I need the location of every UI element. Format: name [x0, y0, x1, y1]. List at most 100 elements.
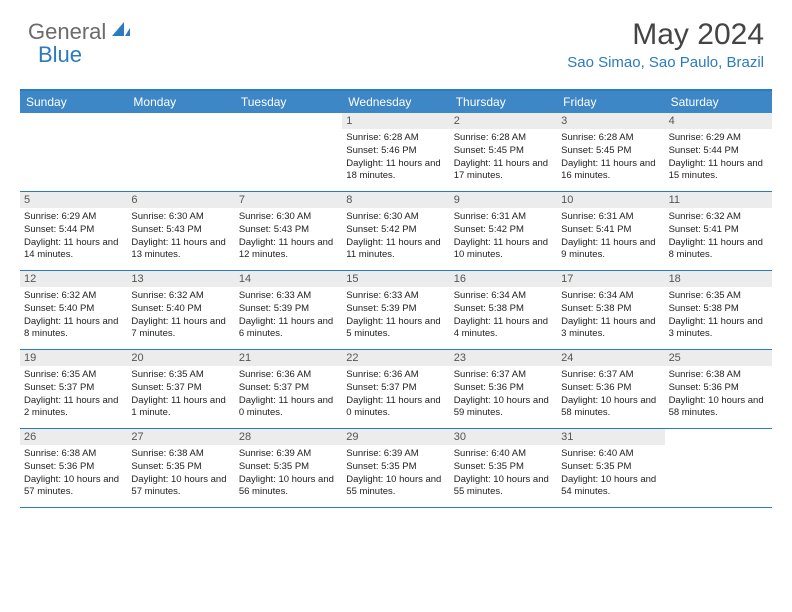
day-cell: 22Sunrise: 6:36 AMSunset: 5:37 PMDayligh… [342, 350, 449, 428]
sunrise-text: Sunrise: 6:38 AM [131, 448, 230, 461]
day-details: Sunrise: 6:28 AMSunset: 5:45 PMDaylight:… [450, 129, 557, 187]
daylight-text: Daylight: 11 hours and 3 minutes. [669, 316, 768, 342]
day-cell: 24Sunrise: 6:37 AMSunset: 5:36 PMDayligh… [557, 350, 664, 428]
sunrise-text: Sunrise: 6:35 AM [24, 369, 123, 382]
day-cell: 12Sunrise: 6:32 AMSunset: 5:40 PMDayligh… [20, 271, 127, 349]
daylight-text: Daylight: 11 hours and 14 minutes. [24, 237, 123, 263]
day-number [20, 113, 127, 129]
title-block: May 2024 Sao Simao, Sao Paulo, Brazil [567, 18, 764, 71]
daylight-text: Daylight: 11 hours and 0 minutes. [346, 395, 445, 421]
daylight-text: Daylight: 11 hours and 9 minutes. [561, 237, 660, 263]
sunrise-text: Sunrise: 6:35 AM [131, 369, 230, 382]
day-details: Sunrise: 6:28 AMSunset: 5:45 PMDaylight:… [557, 129, 664, 187]
daylight-text: Daylight: 11 hours and 12 minutes. [239, 237, 338, 263]
sunset-text: Sunset: 5:45 PM [561, 145, 660, 158]
daylight-text: Daylight: 11 hours and 2 minutes. [24, 395, 123, 421]
sunset-text: Sunset: 5:36 PM [561, 382, 660, 395]
daylight-text: Daylight: 11 hours and 17 minutes. [454, 158, 553, 184]
day-details: Sunrise: 6:31 AMSunset: 5:42 PMDaylight:… [450, 208, 557, 266]
daylight-text: Daylight: 10 hours and 57 minutes. [131, 474, 230, 500]
week-row: 5Sunrise: 6:29 AMSunset: 5:44 PMDaylight… [20, 192, 772, 271]
sunrise-text: Sunrise: 6:40 AM [454, 448, 553, 461]
day-cell: 10Sunrise: 6:31 AMSunset: 5:41 PMDayligh… [557, 192, 664, 270]
day-details: Sunrise: 6:34 AMSunset: 5:38 PMDaylight:… [557, 287, 664, 345]
logo-text-blue-wrap: Blue [38, 42, 82, 68]
sunrise-text: Sunrise: 6:40 AM [561, 448, 660, 461]
daylight-text: Daylight: 10 hours and 56 minutes. [239, 474, 338, 500]
day-details: Sunrise: 6:29 AMSunset: 5:44 PMDaylight:… [20, 208, 127, 266]
daylight-text: Daylight: 10 hours and 54 minutes. [561, 474, 660, 500]
sunset-text: Sunset: 5:37 PM [346, 382, 445, 395]
day-cell: 21Sunrise: 6:36 AMSunset: 5:37 PMDayligh… [235, 350, 342, 428]
sunrise-text: Sunrise: 6:34 AM [561, 290, 660, 303]
dayhead-tue: Tuesday [235, 91, 342, 113]
sunrise-text: Sunrise: 6:36 AM [239, 369, 338, 382]
week-row: 19Sunrise: 6:35 AMSunset: 5:37 PMDayligh… [20, 350, 772, 429]
daylight-text: Daylight: 11 hours and 16 minutes. [561, 158, 660, 184]
day-cell: 30Sunrise: 6:40 AMSunset: 5:35 PMDayligh… [450, 429, 557, 507]
sunset-text: Sunset: 5:38 PM [454, 303, 553, 316]
daylight-text: Daylight: 11 hours and 1 minute. [131, 395, 230, 421]
day-cell: 14Sunrise: 6:33 AMSunset: 5:39 PMDayligh… [235, 271, 342, 349]
sunrise-text: Sunrise: 6:37 AM [454, 369, 553, 382]
day-cell: 17Sunrise: 6:34 AMSunset: 5:38 PMDayligh… [557, 271, 664, 349]
sunset-text: Sunset: 5:35 PM [454, 461, 553, 474]
day-number: 28 [235, 429, 342, 445]
sunrise-text: Sunrise: 6:39 AM [346, 448, 445, 461]
calendar: Sunday Monday Tuesday Wednesday Thursday… [20, 89, 772, 508]
sunset-text: Sunset: 5:39 PM [346, 303, 445, 316]
day-details: Sunrise: 6:36 AMSunset: 5:37 PMDaylight:… [235, 366, 342, 424]
logo-text-general: General [28, 19, 106, 45]
sunrise-text: Sunrise: 6:31 AM [454, 211, 553, 224]
sunset-text: Sunset: 5:39 PM [239, 303, 338, 316]
dayhead-wed: Wednesday [342, 91, 449, 113]
sunrise-text: Sunrise: 6:33 AM [239, 290, 338, 303]
day-cell: 27Sunrise: 6:38 AMSunset: 5:35 PMDayligh… [127, 429, 234, 507]
day-number: 11 [665, 192, 772, 208]
day-cell: 19Sunrise: 6:35 AMSunset: 5:37 PMDayligh… [20, 350, 127, 428]
day-details: Sunrise: 6:32 AMSunset: 5:41 PMDaylight:… [665, 208, 772, 266]
day-number: 15 [342, 271, 449, 287]
day-number: 12 [20, 271, 127, 287]
day-number: 20 [127, 350, 234, 366]
day-number: 17 [557, 271, 664, 287]
day-details: Sunrise: 6:37 AMSunset: 5:36 PMDaylight:… [557, 366, 664, 424]
day-details: Sunrise: 6:35 AMSunset: 5:37 PMDaylight:… [20, 366, 127, 424]
week-row: 12Sunrise: 6:32 AMSunset: 5:40 PMDayligh… [20, 271, 772, 350]
sunset-text: Sunset: 5:41 PM [669, 224, 768, 237]
day-cell: 11Sunrise: 6:32 AMSunset: 5:41 PMDayligh… [665, 192, 772, 270]
sunset-text: Sunset: 5:36 PM [24, 461, 123, 474]
daylight-text: Daylight: 10 hours and 58 minutes. [561, 395, 660, 421]
sunset-text: Sunset: 5:42 PM [346, 224, 445, 237]
day-number: 22 [342, 350, 449, 366]
day-number: 21 [235, 350, 342, 366]
header: General May 2024 Sao Simao, Sao Paulo, B… [0, 0, 792, 77]
daylight-text: Daylight: 11 hours and 11 minutes. [346, 237, 445, 263]
day-details: Sunrise: 6:39 AMSunset: 5:35 PMDaylight:… [342, 445, 449, 503]
sunset-text: Sunset: 5:37 PM [131, 382, 230, 395]
logo-text-blue: Blue [38, 42, 82, 67]
day-details: Sunrise: 6:35 AMSunset: 5:37 PMDaylight:… [127, 366, 234, 424]
day-cell: 26Sunrise: 6:38 AMSunset: 5:36 PMDayligh… [20, 429, 127, 507]
sunset-text: Sunset: 5:38 PM [561, 303, 660, 316]
day-number: 8 [342, 192, 449, 208]
sunrise-text: Sunrise: 6:37 AM [561, 369, 660, 382]
day-cell: 3Sunrise: 6:28 AMSunset: 5:45 PMDaylight… [557, 113, 664, 191]
day-details: Sunrise: 6:29 AMSunset: 5:44 PMDaylight:… [665, 129, 772, 187]
day-cell: 4Sunrise: 6:29 AMSunset: 5:44 PMDaylight… [665, 113, 772, 191]
daylight-text: Daylight: 11 hours and 18 minutes. [346, 158, 445, 184]
sunset-text: Sunset: 5:35 PM [239, 461, 338, 474]
day-number: 10 [557, 192, 664, 208]
day-number: 9 [450, 192, 557, 208]
sunrise-text: Sunrise: 6:38 AM [24, 448, 123, 461]
day-number: 25 [665, 350, 772, 366]
day-cell: 31Sunrise: 6:40 AMSunset: 5:35 PMDayligh… [557, 429, 664, 507]
sunset-text: Sunset: 5:41 PM [561, 224, 660, 237]
day-number: 1 [342, 113, 449, 129]
day-cell: 8Sunrise: 6:30 AMSunset: 5:42 PMDaylight… [342, 192, 449, 270]
daylight-text: Daylight: 11 hours and 10 minutes. [454, 237, 553, 263]
day-details: Sunrise: 6:40 AMSunset: 5:35 PMDaylight:… [450, 445, 557, 503]
daylight-text: Daylight: 11 hours and 5 minutes. [346, 316, 445, 342]
day-number: 14 [235, 271, 342, 287]
daylight-text: Daylight: 11 hours and 4 minutes. [454, 316, 553, 342]
